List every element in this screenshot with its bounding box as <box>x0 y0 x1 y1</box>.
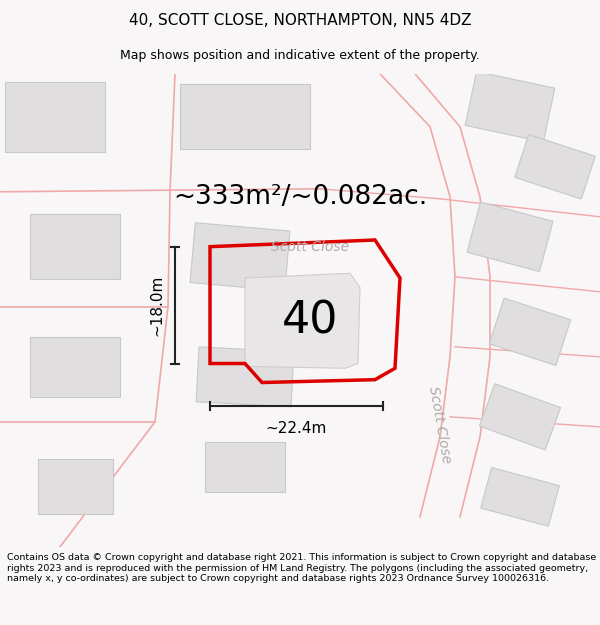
Polygon shape <box>479 384 560 450</box>
Text: Scott Close: Scott Close <box>427 386 454 465</box>
Text: Contains OS data © Crown copyright and database right 2021. This information is : Contains OS data © Crown copyright and d… <box>7 553 596 583</box>
Polygon shape <box>489 298 571 366</box>
Polygon shape <box>205 442 285 492</box>
Polygon shape <box>190 222 290 291</box>
Polygon shape <box>180 84 310 149</box>
Polygon shape <box>5 82 105 152</box>
Text: 40, SCOTT CLOSE, NORTHAMPTON, NN5 4DZ: 40, SCOTT CLOSE, NORTHAMPTON, NN5 4DZ <box>129 13 471 28</box>
Text: 40: 40 <box>282 299 338 343</box>
Polygon shape <box>467 202 553 272</box>
Text: Map shows position and indicative extent of the property.: Map shows position and indicative extent… <box>120 49 480 62</box>
Text: ~22.4m: ~22.4m <box>266 421 327 436</box>
Text: ~18.0m: ~18.0m <box>149 274 164 336</box>
Polygon shape <box>481 468 559 526</box>
Text: Scott Close: Scott Close <box>271 239 349 254</box>
Polygon shape <box>245 273 360 368</box>
Polygon shape <box>30 214 120 279</box>
Polygon shape <box>465 71 555 142</box>
Polygon shape <box>515 134 595 199</box>
Polygon shape <box>30 337 120 397</box>
Text: ~333m²/~0.082ac.: ~333m²/~0.082ac. <box>173 184 427 210</box>
Polygon shape <box>37 459 113 514</box>
Polygon shape <box>196 347 294 407</box>
